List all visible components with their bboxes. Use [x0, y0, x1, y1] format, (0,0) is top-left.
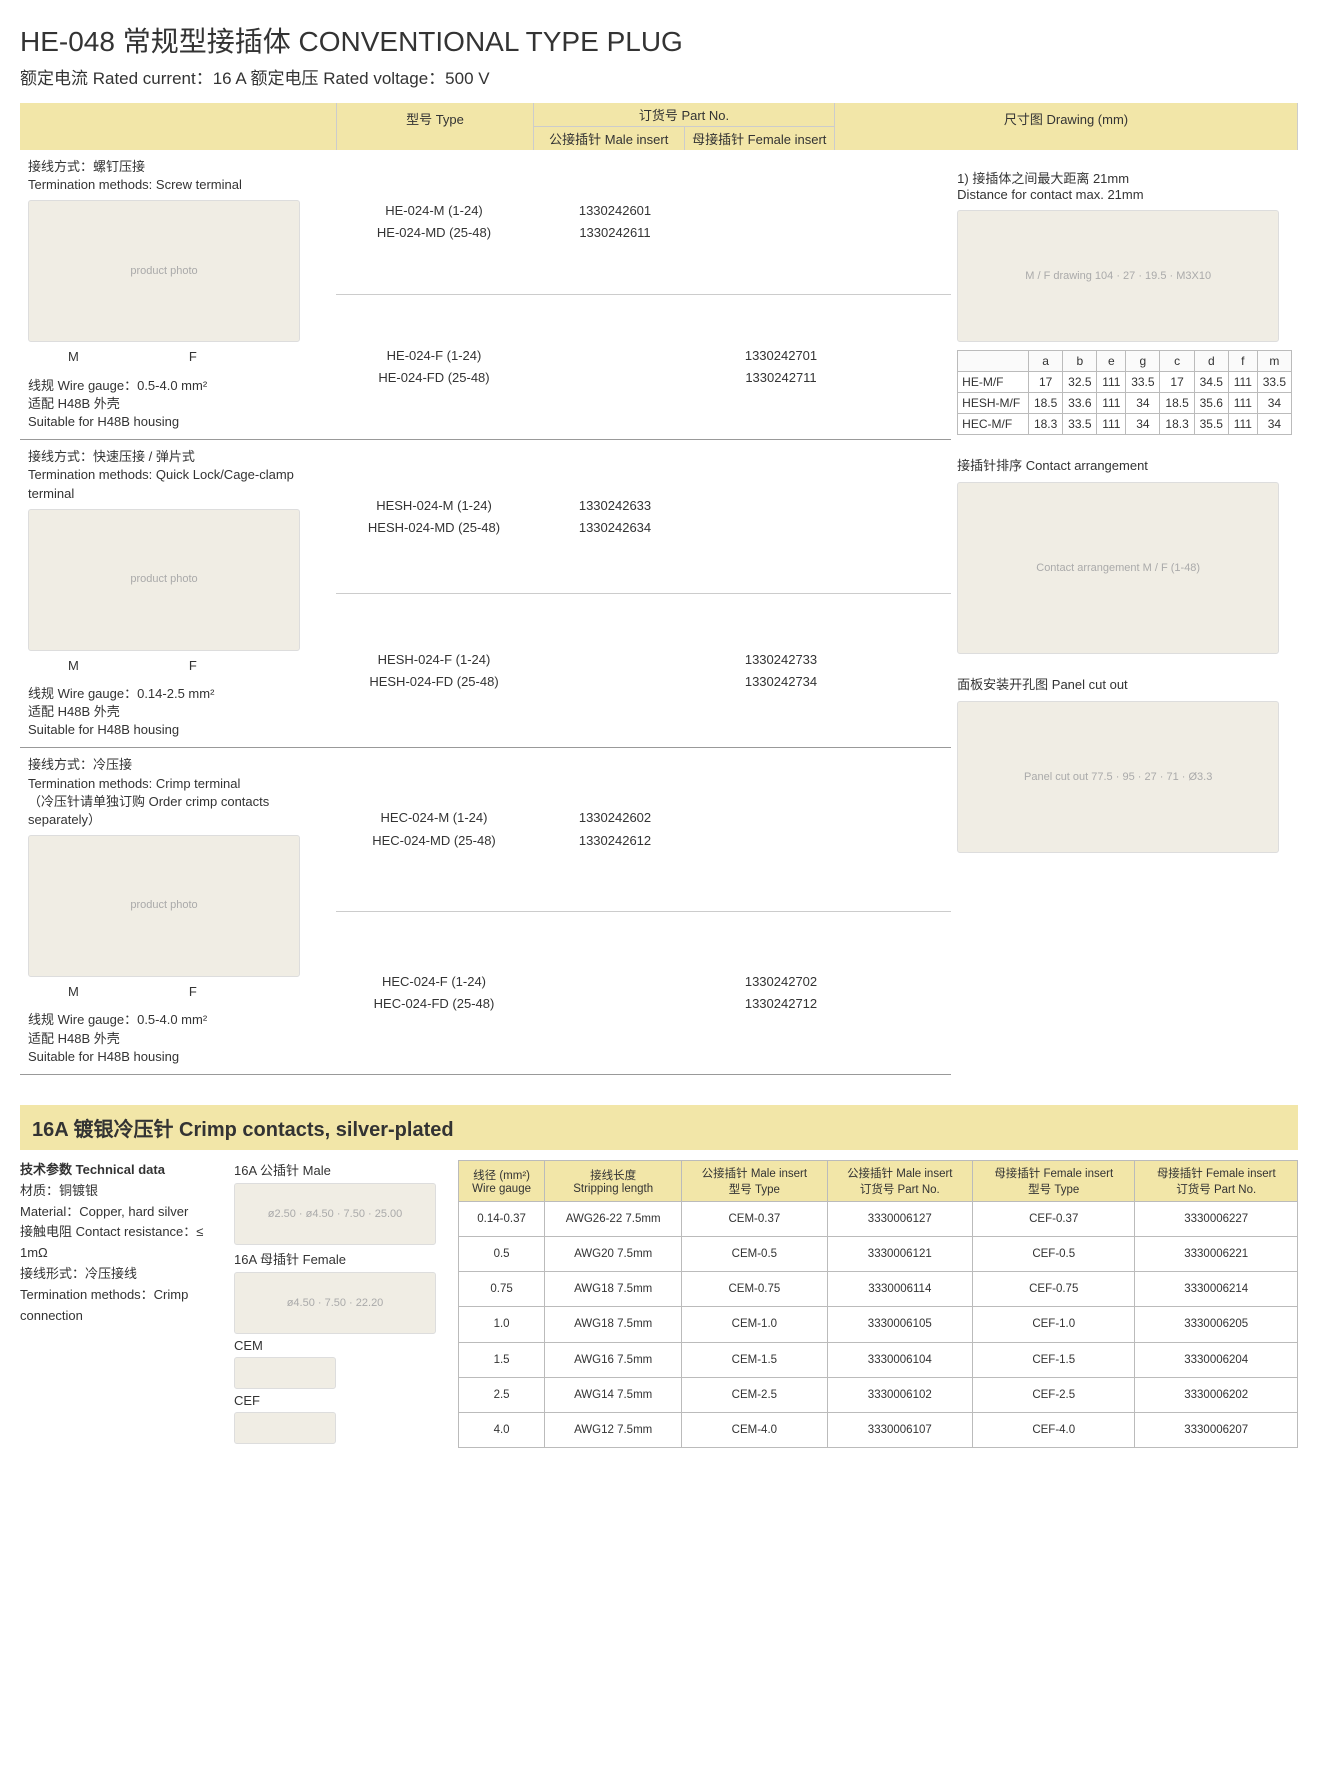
- product-photo: product photo: [28, 200, 300, 342]
- cem-label: CEM: [234, 1338, 444, 1353]
- dimension-table: abegcdfmHE-M/F1732.511133.51734.511133.5…: [957, 350, 1292, 435]
- M-label: M: [68, 983, 79, 1001]
- hdr-type: 型号 Type: [337, 103, 534, 150]
- product-photo: product photo: [28, 835, 300, 977]
- drawing-title: 1) 接插体之间最大距离 21mm Distance for contact m…: [957, 168, 1292, 202]
- header-row: 型号 Type 订货号 Part No. 公接插针 Male insert母接插…: [20, 103, 1298, 150]
- product-photo: product photo: [28, 509, 300, 651]
- F-label: F: [189, 657, 197, 675]
- arrangement-placeholder: Contact arrangement M / F (1-48): [957, 482, 1279, 654]
- F-label: F: [189, 983, 197, 1001]
- page-title: HE-048 常规型接插体 CONVENTIONAL TYPE PLUG: [20, 20, 1298, 60]
- type-row: HE-024-F (1-24)HE-024-FD (25-48)13302427…: [336, 295, 951, 439]
- drawing-placeholder: M / F drawing 104 · 27 · 19.5 · M3X10: [957, 210, 1279, 342]
- section-info: 接线方式：冷压接Termination methods: Crimp termi…: [20, 748, 336, 1074]
- type-row: HESH-024-F (1-24)HESH-024-FD (25-48)1330…: [336, 594, 951, 747]
- cem-pin-img: [234, 1357, 336, 1389]
- M-label: M: [68, 348, 79, 366]
- M-label: M: [68, 657, 79, 675]
- section-info: 接线方式：螺钉压接Termination methods: Screw term…: [20, 150, 336, 439]
- male-pin-label: 16A 公插针 Male: [234, 1160, 444, 1179]
- type-row: HE-024-M (1-24)HE-024-MD (25-48)13302426…: [336, 150, 951, 295]
- arrangement-title: 接插针排序 Contact arrangement: [957, 455, 1292, 474]
- hdr-drawing: 尺寸图 Drawing (mm): [835, 103, 1298, 150]
- cef-pin-img: [234, 1412, 336, 1444]
- cutout-placeholder: Panel cut out 77.5 · 95 · 27 · 71 · Ø3.3: [957, 701, 1279, 853]
- female-pin-drawing: ø4.50 · 7.50 · 22.20: [234, 1272, 436, 1334]
- hdr-partno: 订货号 Part No.: [534, 103, 834, 127]
- type-row: HESH-024-M (1-24)HESH-024-MD (25-48)1330…: [336, 440, 951, 594]
- type-row: HEC-024-M (1-24)HEC-024-MD (25-48)133024…: [336, 748, 951, 911]
- crimp-title: 16A 镀银冷压针 Crimp contacts, silver-plated: [20, 1105, 1298, 1150]
- cutout-title: 面板安装开孔图 Panel cut out: [957, 674, 1292, 693]
- rated-line: 额定电流 Rated current：16 A 额定电压 Rated volta…: [20, 64, 1298, 89]
- type-row: HEC-024-F (1-24)HEC-024-FD (25-48)133024…: [336, 912, 951, 1074]
- male-pin-drawing: ø2.50 · ø4.50 · 7.50 · 25.00: [234, 1183, 436, 1245]
- cef-label: CEF: [234, 1393, 444, 1408]
- female-pin-label: 16A 母插针 Female: [234, 1249, 444, 1268]
- crimp-table: 线径 (mm²) Wire gauge接线长度 Stripping length…: [458, 1160, 1298, 1448]
- section-info: 接线方式：快速压接 / 弹片式Termination methods: Quic…: [20, 440, 336, 747]
- hdr-female: 母接插针 Female insert: [685, 127, 835, 150]
- F-label: F: [189, 348, 197, 366]
- tech-data: 技术参数 Technical data材质：铜镀银Material：Copper…: [20, 1160, 220, 1448]
- hdr-male: 公接插针 Male insert: [534, 127, 685, 150]
